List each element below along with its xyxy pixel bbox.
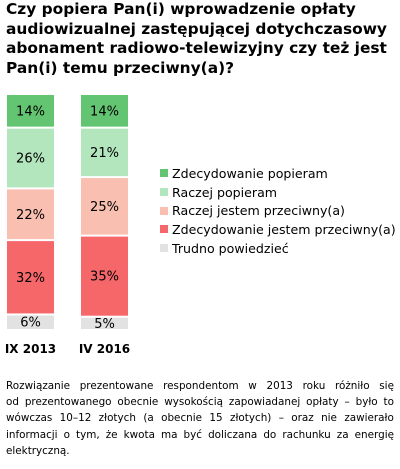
- footnote-word: od: [6, 396, 19, 409]
- footnote-word: w: [248, 380, 257, 392]
- footnote-word: złotych: [98, 412, 136, 425]
- footnote-word: być: [183, 428, 203, 441]
- data-label: 14%: [16, 104, 45, 119]
- bar-segment: [81, 128, 128, 177]
- legend-item: Raczej popieram: [160, 183, 396, 202]
- legend-label: Zdecydowanie popieram: [172, 165, 328, 181]
- title-line: Czy popiera Pan(i) wprowadzenie opłaty: [6, 0, 356, 18]
- title-line: Pan(i) temu przeciwny(a)?: [6, 58, 235, 77]
- chart-title: Czy popiera Pan(i) wprowadzenie opłaty a…: [6, 0, 398, 78]
- footnote-word: 15: [209, 412, 223, 425]
- data-label: 22%: [16, 208, 45, 223]
- data-label: 5%: [94, 317, 115, 332]
- footnote-line: elektryczną.: [6, 444, 70, 457]
- footnote-word: za: [336, 428, 349, 441]
- footnote-word: –: [344, 396, 350, 409]
- legend-swatch: [160, 206, 168, 215]
- data-label: 14%: [90, 104, 119, 119]
- footnote-word: to: [383, 396, 394, 409]
- footnote-line: od prezentowanego obecnie wysokością zapowia…: [6, 394, 394, 410]
- legend-swatch: [160, 188, 168, 197]
- legend-swatch: [160, 244, 168, 253]
- footnote-word: złotych): [230, 412, 272, 425]
- footnote-word: 2013: [266, 380, 293, 392]
- footnote-word: się: [379, 380, 394, 392]
- legend-item: Raczej jestem przeciwny(a): [160, 201, 396, 220]
- legend-label: Trudno powiedzieć: [172, 240, 289, 256]
- footnote-word: było: [355, 396, 378, 409]
- bar-segment: [7, 95, 54, 127]
- footnote-word: ma: [161, 428, 178, 441]
- data-label: 6%: [20, 316, 41, 331]
- legend-label: Raczej jestem przeciwny(a): [172, 203, 345, 219]
- bar-segment: [7, 128, 54, 188]
- footnote-line: Rozwiązanie prezentowane respondentom w 2013…: [6, 378, 394, 394]
- footnote-word: energię: [354, 428, 394, 441]
- data-label: 21%: [90, 146, 119, 161]
- title-line: audiowizualnej zastępującej dotychczasow…: [6, 19, 387, 38]
- footnote-line: wówczas 10–12 złotych (a obecnie 15 złotych) – o…: [6, 410, 394, 426]
- footnote-word: oraz: [291, 412, 314, 425]
- footnote: Rozwiązanie prezentowane respondentom w 2013…: [6, 378, 394, 459]
- footnote-word: roku: [302, 380, 326, 392]
- legend-swatch: [160, 169, 168, 178]
- category-label: IV 2016: [79, 342, 130, 356]
- legend-label: Zdecydowanie jestem przeciwny(a): [172, 221, 396, 237]
- footnote-word: do: [263, 428, 277, 441]
- footnote-word: (a: [143, 412, 154, 425]
- footnote-word: informacji: [6, 428, 58, 441]
- footnote-word: o: [63, 428, 70, 441]
- data-label: 32%: [16, 271, 45, 286]
- footnote-word: obecnie: [117, 396, 159, 409]
- footnote-word: zapowiadanej: [228, 396, 301, 409]
- footnote-word: wysokością: [164, 396, 224, 409]
- footnote-word: tym,: [76, 428, 100, 441]
- bar-segment: [81, 236, 128, 316]
- title-line: abonament radiowo-telewizyjny czy też je…: [6, 39, 387, 57]
- footnote-word: Rozwiązanie: [6, 380, 71, 392]
- footnote-word: wówczas: [6, 412, 53, 425]
- footnote-word: nie: [321, 412, 337, 425]
- bar-segment: [7, 315, 54, 329]
- legend-item: Trudno powiedzieć: [160, 239, 396, 258]
- bar-segment: [7, 241, 54, 314]
- chart-legend: Zdecydowanie popieram Raczej popieram Ra…: [160, 164, 396, 257]
- footnote-word: kwota: [123, 428, 155, 441]
- footnote-word: respondentom: [163, 380, 239, 392]
- bar-segment: [81, 317, 128, 329]
- category-label: IX 2013: [5, 342, 56, 356]
- footnote-word: że: [105, 428, 118, 441]
- stacked-bar-chart: 14% 26% 22% 32% 6% IX 2013 14% 21% 25% 35% 5% IV 20…: [5, 95, 130, 356]
- bar-segment: [81, 95, 128, 127]
- footnote-word: rachunku: [282, 428, 331, 441]
- data-label: 35%: [90, 270, 119, 285]
- footnote-word: prezentowanego: [24, 396, 112, 409]
- footnote-line: informacji o tym, że kwota ma być doliczana do ra…: [6, 427, 394, 443]
- footnote-word: zawierało: [344, 412, 394, 425]
- data-label: 25%: [90, 200, 119, 215]
- bar-segment: [7, 189, 54, 240]
- legend-item: Zdecydowanie popieram: [160, 164, 396, 183]
- footnote-word: 10–12: [59, 412, 92, 425]
- footnote-word: –: [278, 412, 284, 425]
- bar-segment: [81, 178, 128, 235]
- footnote-word: obecnie: [161, 412, 203, 425]
- data-label: 26%: [16, 152, 45, 167]
- footnote-word: różniło: [334, 380, 370, 392]
- legend-item: Zdecydowanie jestem przeciwny(a): [160, 220, 396, 239]
- footnote-word: doliczana: [208, 428, 258, 441]
- footnote-word: opłaty: [306, 396, 339, 409]
- legend-label: Raczej popieram: [172, 184, 278, 200]
- legend-swatch: [160, 225, 168, 234]
- footnote-word: prezentowane: [79, 380, 154, 392]
